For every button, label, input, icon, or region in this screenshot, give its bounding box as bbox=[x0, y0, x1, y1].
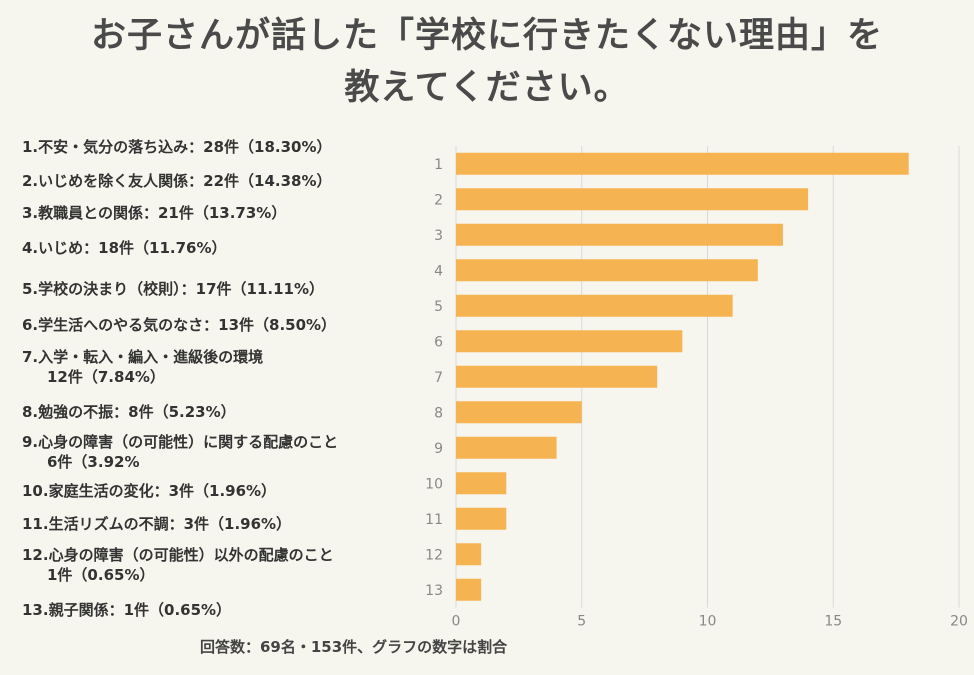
y-tick-label: 4 bbox=[434, 263, 443, 279]
y-tick-label: 3 bbox=[434, 228, 443, 244]
category-label-subtext: 1件（0.65%） bbox=[47, 566, 155, 584]
category-label-text: 13.親子関係：1件（0.65%） bbox=[22, 601, 232, 619]
category-label: 4.いじめ：18件（11.76%） bbox=[22, 238, 227, 258]
category-label: 2.いじめを除く友人関係：22件（14.38%） bbox=[22, 171, 332, 191]
y-tick-label: 13 bbox=[425, 583, 443, 599]
bar bbox=[456, 543, 482, 566]
category-label: 10.家庭生活の変化：3件（1.96%） bbox=[22, 481, 276, 501]
y-tick-label: 6 bbox=[434, 334, 443, 350]
category-label: 13.親子関係：1件（0.65%） bbox=[22, 600, 231, 620]
category-label: 3.教職員との関係：21件（13.73%） bbox=[22, 203, 286, 223]
x-tick-label: 10 bbox=[699, 614, 717, 630]
category-label-text: 5.学校の決まり（校則）：17件（11.11%） bbox=[22, 280, 324, 298]
category-label-text: 2.いじめを除く友人関係：22件（14.38%） bbox=[22, 172, 332, 190]
category-label: 9.心身の障害（の可能性）に関する配慮のこと 6件（3.92% bbox=[22, 432, 338, 472]
bar bbox=[456, 365, 658, 388]
bar bbox=[456, 401, 582, 424]
title-line-1: お子さんが話した「学校に行きたくない理由」を bbox=[90, 16, 883, 56]
category-label: 12.心身の障害（の可能性）以外の配慮のこと 1件（0.65%） bbox=[22, 545, 334, 585]
category-label: 11.生活リズムの不調：3件（1.96%） bbox=[22, 514, 291, 534]
category-label: 5.学校の決まり（校則）：17件（11.11%） bbox=[22, 279, 324, 299]
bar bbox=[456, 330, 683, 353]
y-tick-label: 2 bbox=[434, 192, 443, 208]
footer-note: 回答数：69名・153件、グラフの数字は割合 bbox=[200, 638, 508, 656]
category-label-text: 11.生活リズムの不調：3件（1.96%） bbox=[22, 515, 292, 533]
y-tick-label: 5 bbox=[434, 299, 443, 315]
y-tick-label: 11 bbox=[425, 512, 443, 528]
bar bbox=[456, 152, 909, 175]
y-tick-label: 9 bbox=[434, 441, 443, 457]
y-tick-label: 12 bbox=[425, 547, 443, 563]
category-label: 6.学生活へのやる気のなさ：13件（8.50%） bbox=[22, 315, 336, 335]
bar bbox=[456, 578, 482, 601]
category-label-text: 10.家庭生活の変化：3件（1.96%） bbox=[22, 482, 277, 500]
y-tick-label: 7 bbox=[434, 370, 443, 386]
bar bbox=[456, 294, 733, 317]
category-labels: 1.不安・気分の落ち込み：28件（18.30%） 2.いじめを除く友人関係：22件… bbox=[22, 0, 442, 675]
category-label-text: 6.学生活へのやる気のなさ：13件（8.50%） bbox=[22, 316, 337, 334]
category-label-text: 1.不安・気分の落ち込み：28件（18.30%） bbox=[22, 138, 332, 156]
x-tick-label: 0 bbox=[452, 614, 461, 630]
bar bbox=[456, 259, 758, 282]
category-label: 7.入学・転入・編入・進級後の環境 12件（7.84%） bbox=[22, 347, 263, 387]
y-tick-label: 1 bbox=[434, 157, 443, 173]
category-label: 8.勉強の不振：8件（5.23%） bbox=[22, 402, 236, 422]
chart-title: お子さんが話した「学校に行きたくない理由」を 教えてください。 bbox=[0, 10, 974, 114]
category-label-subtext: 6件（3.92% bbox=[47, 453, 140, 471]
category-label-text: 9.心身の障害（の可能性）に関する配慮のこと bbox=[22, 433, 339, 451]
bar bbox=[456, 436, 557, 459]
x-tick-label: 5 bbox=[577, 614, 586, 630]
category-label-text: 4.いじめ：18件（11.76%） bbox=[22, 239, 227, 257]
category-label: 1.不安・気分の落ち込み：28件（18.30%） bbox=[22, 137, 332, 157]
bar bbox=[456, 472, 507, 495]
category-label-text: 3.教職員との関係：21件（13.73%） bbox=[22, 204, 287, 222]
bar bbox=[456, 223, 783, 246]
category-label-subtext: 12件（7.84%） bbox=[47, 368, 165, 386]
category-label-text: 12.心身の障害（の可能性）以外の配慮のこと bbox=[22, 546, 334, 564]
y-tick-label: 8 bbox=[434, 405, 443, 421]
bar bbox=[456, 188, 809, 211]
title-line-2: 教えてください。 bbox=[344, 68, 630, 108]
category-label-text: 7.入学・転入・編入・進級後の環境 bbox=[22, 348, 264, 366]
x-tick-label: 20 bbox=[950, 614, 968, 630]
x-tick-label: 15 bbox=[824, 614, 842, 630]
bar bbox=[456, 507, 507, 530]
category-label-text: 8.勉強の不振：8件（5.23%） bbox=[22, 403, 236, 421]
y-tick-label: 10 bbox=[425, 476, 443, 492]
